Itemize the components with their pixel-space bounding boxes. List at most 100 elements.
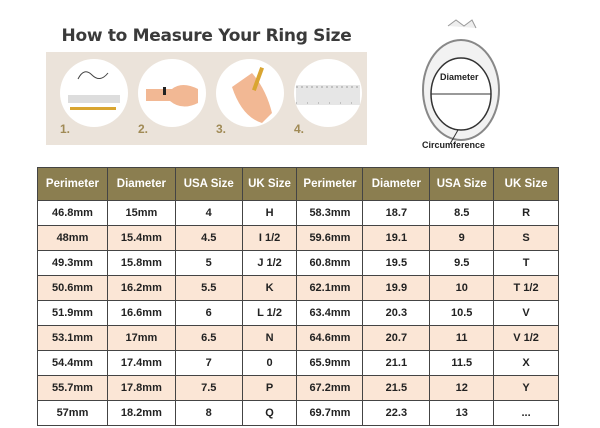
table-cell: 13 <box>429 400 495 426</box>
table-row: 55.7mm 17.8mm 7.5 P 67.2mm 21.5 12 Y <box>37 375 559 401</box>
step-3-mark-image <box>216 59 284 127</box>
column-header: Diameter <box>362 167 431 201</box>
step-2-finger-image <box>138 59 206 127</box>
table-cell: 58.3mm <box>296 200 364 226</box>
table-cell: 15.8mm <box>106 250 176 276</box>
table-cell: P <box>241 375 298 401</box>
table-cell: 20.3 <box>362 300 431 326</box>
table-cell: 20.7 <box>362 325 431 351</box>
table-cell: 8 <box>174 400 243 426</box>
table-row: 49.3mm 15.8mm 5 J 1/2 60.8mm 19.5 9.5 T <box>37 250 559 276</box>
table-cell: 9 <box>429 225 495 251</box>
table-cell: 53.1mm <box>37 325 108 351</box>
column-header: UK Size <box>241 167 298 201</box>
table-cell: V <box>493 300 559 326</box>
table-cell: 4.5 <box>174 225 243 251</box>
column-header: USA Size <box>429 167 495 201</box>
table-cell: Q <box>241 400 298 426</box>
table-cell: 11.5 <box>429 350 495 376</box>
step-4-number: 4. <box>294 122 305 136</box>
table-cell: 9.5 <box>429 250 495 276</box>
table-cell: 55.7mm <box>37 375 108 401</box>
step-4-ruler-image <box>294 59 362 127</box>
table-cell: 54.4mm <box>37 350 108 376</box>
table-cell: R <box>493 200 559 226</box>
table-cell: H <box>241 200 298 226</box>
table-cell: 19.9 <box>362 275 431 301</box>
table-row: 54.4mm 17.4mm 7 0 65.9mm 21.1 11.5 X <box>37 350 559 376</box>
table-cell: 46.8mm <box>37 200 108 226</box>
table-cell: 48mm <box>37 225 108 251</box>
table-cell: 11 <box>429 325 495 351</box>
table-cell: L 1/2 <box>241 300 298 326</box>
table-cell: 18.7 <box>362 200 431 226</box>
table-cell: T <box>493 250 559 276</box>
table-cell: 17.4mm <box>106 350 176 376</box>
table-row: 46.8mm 15mm 4 H 58.3mm 18.7 8.5 R <box>37 200 559 226</box>
table-cell: 10 <box>429 275 495 301</box>
table-cell: 57mm <box>37 400 108 426</box>
table-cell: N <box>241 325 298 351</box>
table-cell: 16.6mm <box>106 300 176 326</box>
table-cell: 7 <box>174 350 243 376</box>
table-cell: S <box>493 225 559 251</box>
table-cell: 19.1 <box>362 225 431 251</box>
table-cell: Y <box>493 375 559 401</box>
table-cell: 4 <box>174 200 243 226</box>
step-1-string-ruler-image <box>60 59 128 127</box>
table-cell: 50.6mm <box>37 275 108 301</box>
table-cell: I 1/2 <box>241 225 298 251</box>
table-cell: X <box>493 350 559 376</box>
table-cell: 5.5 <box>174 275 243 301</box>
table-cell: 69.7mm <box>296 400 364 426</box>
column-header: Perimeter <box>37 167 108 201</box>
table-cell: 18.2mm <box>106 400 176 426</box>
table-cell: 51.9mm <box>37 300 108 326</box>
table-cell: 22.3 <box>362 400 431 426</box>
table-row: 57mm 18.2mm 8 Q 69.7mm 22.3 13... <box>37 400 559 426</box>
table-cell: 49.3mm <box>37 250 108 276</box>
table-row: 51.9mm 16.6mm 6 L 1/2 63.4mm 20.3 10.5 V <box>37 300 559 326</box>
page-title: How to Measure Your Ring Size <box>61 26 352 46</box>
table-cell: 16.2mm <box>106 275 176 301</box>
ring-size-table: Perimeter Diameter USA Size UK Size Perimete… <box>37 167 559 426</box>
table-cell: 63.4mm <box>296 300 364 326</box>
table-row: 48mm 15.4mm 4.5 I 1/2 59.6mm 19.1 9 S <box>37 225 559 251</box>
diameter-label: Diameter <box>440 72 479 82</box>
table-cell: K <box>241 275 298 301</box>
table-header-row: Perimeter Diameter USA Size UK Size Perimete… <box>37 167 559 201</box>
table-cell: T 1/2 <box>493 275 559 301</box>
column-header: USA Size <box>174 167 243 201</box>
table-cell: 17.8mm <box>106 375 176 401</box>
step-1-number: 1. <box>60 122 71 136</box>
table-cell: 21.5 <box>362 375 431 401</box>
step-3-number: 3. <box>216 122 227 136</box>
table-cell: 5 <box>174 250 243 276</box>
table-cell: 15.4mm <box>106 225 176 251</box>
table-cell: 7.5 <box>174 375 243 401</box>
table-cell: 21.1 <box>362 350 431 376</box>
table-cell: V 1/2 <box>493 325 559 351</box>
table-cell: 65.9mm <box>296 350 364 376</box>
column-header: Diameter <box>106 167 176 201</box>
table-cell: 17mm <box>106 325 176 351</box>
table-cell: J 1/2 <box>241 250 298 276</box>
table-cell: 6 <box>174 300 243 326</box>
column-header: UK Size <box>493 167 559 201</box>
table-row: 50.6mm 16.2mm 5.5 K 62.1mm 19.9 10 T 1/2 <box>37 275 559 301</box>
table-cell: 60.8mm <box>296 250 364 276</box>
table-cell: 12 <box>429 375 495 401</box>
table-cell: 64.6mm <box>296 325 364 351</box>
table-cell: 19.5 <box>362 250 431 276</box>
table-cell: 6.5 <box>174 325 243 351</box>
table-row: 53.1mm 17mm 6.5 N 64.6mm 20.7 11 V 1/2 <box>37 325 559 351</box>
table-cell: 0 <box>241 350 298 376</box>
table-cell: 10.5 <box>429 300 495 326</box>
measure-steps-banner: 1. 2. 3. 4. <box>46 52 367 145</box>
ring-diagram: Diameter Circumference <box>418 18 508 153</box>
table-cell: 15mm <box>106 200 176 226</box>
table-cell: ... <box>493 400 559 426</box>
circumference-label: Circumference <box>422 140 486 150</box>
table-cell: 8.5 <box>429 200 495 226</box>
column-header: Perimeter <box>296 167 364 201</box>
